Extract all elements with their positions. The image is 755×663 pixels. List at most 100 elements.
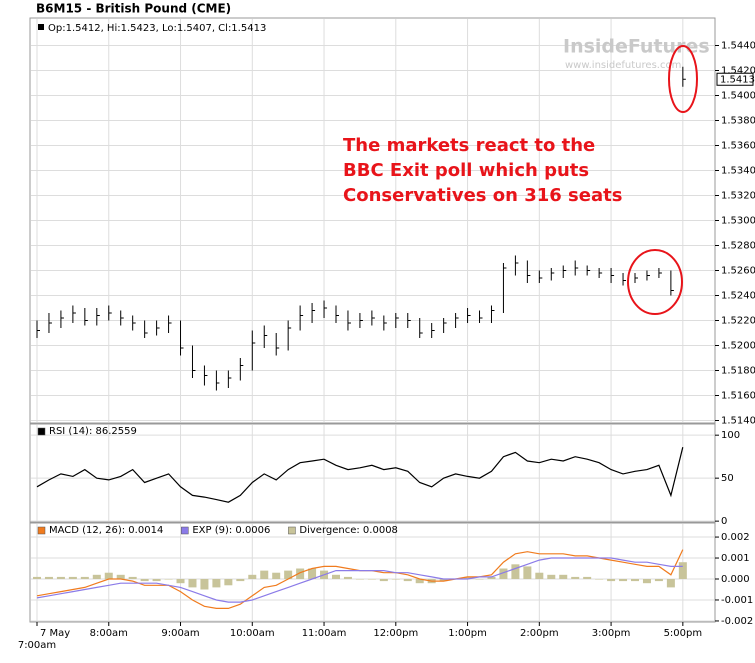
divergence-bar: [415, 579, 424, 584]
divergence-bar: [164, 579, 173, 580]
divergence-bar: [92, 574, 101, 580]
y-tick-label: 1.5140: [721, 416, 755, 427]
divergence-bar: [559, 574, 568, 580]
y-tick-label: 1.5300: [721, 216, 755, 227]
divergence-bar: [332, 574, 340, 580]
x-tick-label: 2:00pm: [520, 628, 559, 639]
legend-text: Divergence: 0.0008: [299, 525, 398, 536]
legend-marker: [38, 24, 44, 30]
macd-panel: [29, 522, 716, 623]
y-tick-label: -0.001: [721, 595, 753, 606]
y-tick-label: 1.5360: [721, 141, 755, 152]
date-label: 7 May: [40, 628, 70, 639]
divergence-bar: [260, 570, 269, 580]
divergence-bar: [595, 579, 604, 580]
divergence-bar: [571, 576, 580, 580]
divergence-bar: [176, 579, 185, 584]
y-tick-label: 0.002: [721, 532, 750, 543]
divergence-bar: [403, 579, 412, 582]
y-tick-label: 1.5160: [721, 391, 755, 402]
y-tick-label: 100: [721, 430, 740, 441]
x-tick-label: 5:00pm: [664, 628, 703, 639]
divergence-bar: [224, 579, 233, 586]
legend-marker: [37, 526, 46, 535]
divergence-bar: [116, 574, 125, 580]
divergence-bar: [80, 576, 89, 580]
divergence-bar: [104, 572, 113, 580]
legend-marker: [288, 526, 296, 535]
divergence-bar: [296, 568, 305, 580]
divergence-bar: [678, 562, 687, 580]
legend-marker: [37, 427, 46, 436]
y-tick-label: 1.5340: [721, 166, 755, 177]
last-price-box: [716, 72, 754, 86]
divergence-bar: [642, 579, 651, 584]
divergence-bar: [583, 576, 592, 580]
rsi-panel: [29, 423, 716, 523]
legend-text: Op:1.5412, Hi:1.5423, Lo:1.5407, Cl:1.54…: [48, 23, 266, 34]
x-tick-label: 12:00pm: [373, 628, 418, 639]
divergence-bar: [248, 574, 257, 580]
divergence-bar: [236, 579, 245, 582]
divergence-bar: [475, 579, 484, 580]
divergence-bar: [379, 579, 388, 582]
annotation-line: Conservatives on 316 seats: [343, 185, 622, 206]
divergence-bar: [391, 579, 400, 580]
y-tick-label: 1.5240: [721, 291, 755, 302]
divergence-bar: [367, 579, 376, 580]
divergence-bar: [607, 579, 616, 582]
annotation-line: The markets react to the: [343, 135, 595, 156]
y-tick-label: 1.5220: [721, 316, 755, 327]
divergence-bar: [439, 579, 448, 582]
divergence-bar: [547, 574, 556, 580]
divergence-bar: [523, 566, 532, 580]
legend-text: EXP (9): 0.0006: [192, 525, 270, 536]
divergence-bar: [654, 579, 663, 582]
y-tick-label: 1.5420: [721, 66, 755, 77]
divergence-bar: [128, 576, 137, 580]
divergence-bar: [308, 568, 317, 580]
divergence-bar: [56, 576, 65, 580]
divergence-bar: [68, 576, 77, 580]
divergence-bar: [33, 576, 41, 580]
divergence-bar: [631, 579, 639, 582]
chart-title: B6M15 - British Pound (CME): [36, 2, 231, 16]
divergence-bar: [272, 572, 281, 580]
marks: 7:00am 8:00am 9:00am 10:00am 11:00am 12:00pm 1…: [18, 41, 755, 652]
x-tick-label: 11:00am: [302, 628, 347, 639]
watermark-url: www.insidefutures.com: [565, 60, 681, 71]
y-tick-label: 1.5320: [721, 191, 755, 202]
legend-marker: [181, 526, 189, 535]
last-price-label: 1.5413: [720, 74, 755, 85]
x-tick-label: 7:00am: [18, 640, 56, 651]
y-tick-label: 50: [721, 473, 734, 484]
divergence-bar: [487, 576, 496, 580]
watermark: InsideFutures: [563, 36, 710, 58]
divergence-bar: [188, 579, 197, 588]
x-tick-label: 9:00am: [161, 628, 199, 639]
x-tick-label: 1:00pm: [448, 628, 487, 639]
y-tick-label: 1.5280: [721, 241, 755, 252]
divergence-bar: [200, 579, 209, 590]
y-tick-label: 1.5380: [721, 116, 755, 127]
divergence-bar: [535, 572, 544, 580]
y-tick-label: -0.002: [721, 616, 753, 627]
y-tick-label: 0.001: [721, 553, 750, 564]
y-tick-label: 1.5260: [721, 266, 755, 277]
series-line: [36, 447, 684, 503]
legend-text: RSI (14): 86.2559: [49, 426, 137, 437]
divergence-bar: [44, 576, 53, 580]
x-tick-label: 10:00am: [230, 628, 275, 639]
legend-text: MACD (12, 26): 0.0014: [49, 525, 163, 536]
divergence-bar: [212, 579, 221, 588]
divergence-bar: [152, 579, 161, 582]
y-tick-label: 1.5440: [721, 41, 755, 52]
divergence-bar: [666, 579, 675, 588]
y-tick-label: 1.5400: [721, 91, 755, 102]
y-tick-label: 1.5180: [721, 366, 755, 377]
y-tick-label: 0: [721, 516, 727, 527]
divergence-bar: [499, 568, 508, 580]
divergence-bar: [140, 579, 149, 582]
divergence-bar: [619, 579, 628, 582]
